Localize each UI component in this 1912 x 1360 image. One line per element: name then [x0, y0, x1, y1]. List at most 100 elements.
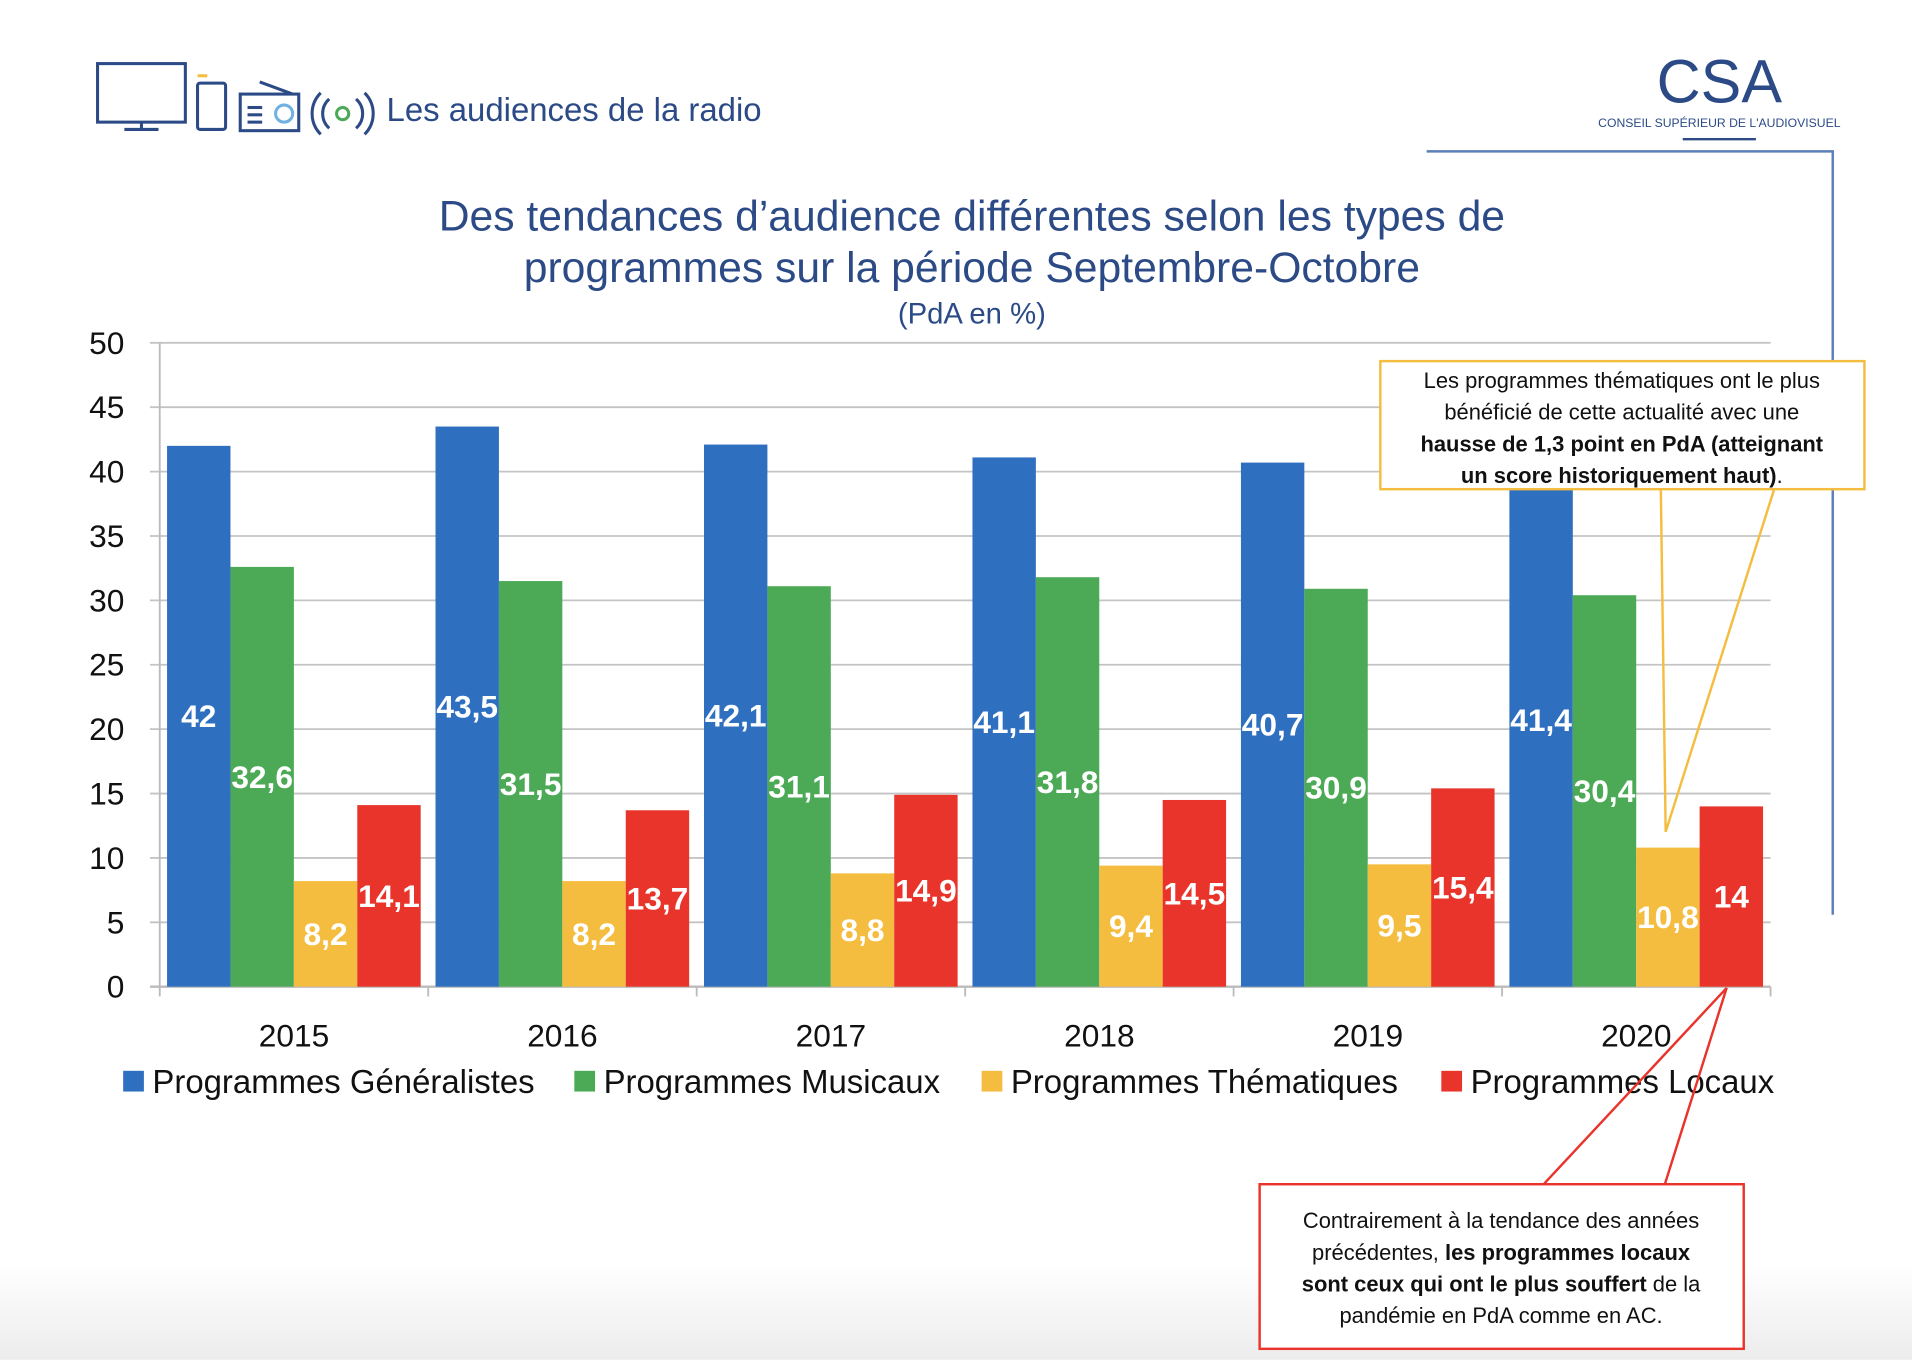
- x-tick-label: 2017: [796, 1017, 867, 1053]
- y-tick-label: 50: [89, 325, 124, 361]
- tv-icon: [96, 62, 187, 131]
- callout-box: [1258, 1182, 1745, 1351]
- bar-musicaux-2015: [230, 566, 294, 987]
- bar-thematiques-2015: [293, 881, 358, 987]
- data-label: 40,7: [1242, 707, 1304, 743]
- y-tick-label: 30: [89, 582, 124, 618]
- csa-logo: CSA: [1657, 48, 1783, 116]
- data-label: 32,6: [231, 759, 293, 795]
- bar-locaux-2018: [1162, 799, 1227, 987]
- callout-bold: sont ceux qui ont le plus souffert: [1302, 1272, 1648, 1297]
- data-label: 43,5: [436, 689, 498, 725]
- bar-thematiques-2017: [830, 873, 895, 987]
- bar-generalistes-2016: [435, 426, 499, 987]
- callout-locaux: Contrairement à la tendance des années p…: [1258, 987, 1745, 1351]
- section-title: Les audiences de la radio: [387, 91, 762, 128]
- x-tick-label: 2018: [1064, 1017, 1135, 1053]
- data-label: 9,4: [1109, 908, 1153, 944]
- callout-line: Les programmes thématiques ont le plus: [1424, 368, 1820, 393]
- bar-locaux-2020: [1699, 806, 1764, 987]
- chart-subtitle: (PdA en %): [898, 298, 1046, 330]
- bar-locaux-2017: [894, 794, 958, 987]
- legend-swatch-generalistes: [123, 1070, 144, 1092]
- data-label: 30,9: [1305, 770, 1367, 806]
- data-label: 13,7: [627, 880, 689, 916]
- data-label: 8,2: [304, 916, 348, 952]
- callout-bold: un score historiquement haut): [1461, 463, 1777, 488]
- callout-pointer: [1659, 488, 1776, 833]
- bar-locaux-2015: [357, 805, 421, 987]
- callout-thematiques: Les programmes thématiques ont le plus b…: [1379, 359, 1866, 833]
- data-label: 42: [181, 698, 216, 734]
- callout-line: Contrairement à la tendance des années: [1303, 1208, 1699, 1233]
- callout-text: .: [1777, 463, 1783, 488]
- data-label: 14,5: [1164, 875, 1226, 911]
- x-tick-label: 2020: [1601, 1017, 1672, 1053]
- broadcast-icon: [310, 91, 375, 136]
- data-label: 42,1: [705, 698, 767, 734]
- bar-generalistes-2019: [1240, 462, 1305, 987]
- callout-line: précédentes, les programmes locaux: [1312, 1240, 1691, 1265]
- media-icons: [96, 62, 375, 136]
- bar-thematiques-2019: [1367, 864, 1432, 987]
- bar-musicaux-2017: [767, 586, 831, 987]
- bar-generalistes-2018: [972, 457, 1036, 987]
- frame-line: [1426, 150, 1834, 915]
- bars: 42 32,6 8,2 14,1 43,5 31,5 8,2 13,7 42,131,1 8,8 1…: [167, 426, 1764, 987]
- bar-musicaux-2018: [1035, 577, 1100, 987]
- bar-musicaux-2020: [1572, 595, 1637, 987]
- callout-text: de la: [1647, 1272, 1701, 1297]
- bar-thematiques-2016: [562, 881, 626, 987]
- chart-title-line2: programmes sur la période Septembre-Octo…: [524, 244, 1420, 292]
- csa-logo-subtitle: CONSEIL SUPÉRIEUR DE L'AUDIOVISUEL: [1598, 115, 1841, 130]
- bar-generalistes-2015: [167, 445, 231, 987]
- callout-pointer: [1541, 987, 1728, 1187]
- x-tick-label: 2015: [259, 1017, 330, 1053]
- legend-label-thematiques: Programmes Thématiques: [1011, 1063, 1398, 1100]
- data-label: 14: [1714, 879, 1750, 915]
- x-axis: 2015 2016 2017 2018 2019 2020: [259, 986, 1772, 1053]
- legend-label-locaux: Programmes Locaux: [1471, 1063, 1775, 1100]
- bar-musicaux-2019: [1304, 588, 1368, 987]
- data-label: 10,8: [1637, 899, 1699, 935]
- y-tick-label: 40: [89, 454, 124, 490]
- data-label: 41,1: [973, 704, 1035, 740]
- data-label: 14,9: [895, 873, 957, 909]
- callout-box: [1379, 359, 1866, 491]
- callout-line: un score historiquement haut).: [1461, 463, 1783, 488]
- bar-generalistes-2017: [703, 444, 768, 987]
- y-tick-label: 45: [89, 389, 124, 425]
- y-tick-label: 25: [89, 647, 124, 683]
- bar-locaux-2019: [1431, 788, 1495, 987]
- bar-locaux-2016: [625, 810, 690, 987]
- data-label: 14,1: [358, 878, 420, 914]
- x-tick-label: 2019: [1333, 1017, 1404, 1053]
- callout-line: bénéficié de cette actualité avec une: [1444, 400, 1799, 425]
- y-tick-label: 35: [89, 518, 124, 554]
- y-axis: 0 5 10 15 20 25 30 35 40 45 50: [89, 325, 124, 1005]
- bar-musicaux-2016: [498, 581, 563, 987]
- bar-thematiques-2020: [1636, 847, 1700, 987]
- callout-line: hausse de 1,3 point en PdA (atteignant: [1420, 431, 1823, 456]
- legend-label-generalistes: Programmes Généralistes: [152, 1063, 534, 1100]
- callout-text: précédentes,: [1312, 1240, 1445, 1265]
- legend-swatch-locaux: [1441, 1070, 1463, 1092]
- data-label: 31,8: [1037, 764, 1099, 800]
- legend-swatch-musicaux: [574, 1070, 596, 1092]
- data-label: 31,5: [500, 766, 562, 802]
- callout-line: sont ceux qui ont le plus souffert de la: [1302, 1272, 1701, 1297]
- phone-icon: [196, 74, 228, 131]
- y-tick-label: 0: [107, 969, 125, 1005]
- bar-thematiques-2018: [1099, 865, 1163, 987]
- x-tick-label: 2016: [527, 1017, 598, 1053]
- data-label: 41,4: [1510, 702, 1572, 738]
- data-label: 31,1: [768, 768, 830, 804]
- y-tick-label: 5: [107, 904, 125, 940]
- legend-label-musicaux: Programmes Musicaux: [604, 1063, 941, 1100]
- data-label: 8,8: [840, 912, 884, 948]
- chart-title-line1: Des tendances d’audience différentes sel…: [439, 193, 1505, 241]
- data-label: 8,2: [572, 916, 616, 952]
- y-tick-label: 15: [89, 775, 124, 811]
- data-label: 15,4: [1432, 869, 1494, 905]
